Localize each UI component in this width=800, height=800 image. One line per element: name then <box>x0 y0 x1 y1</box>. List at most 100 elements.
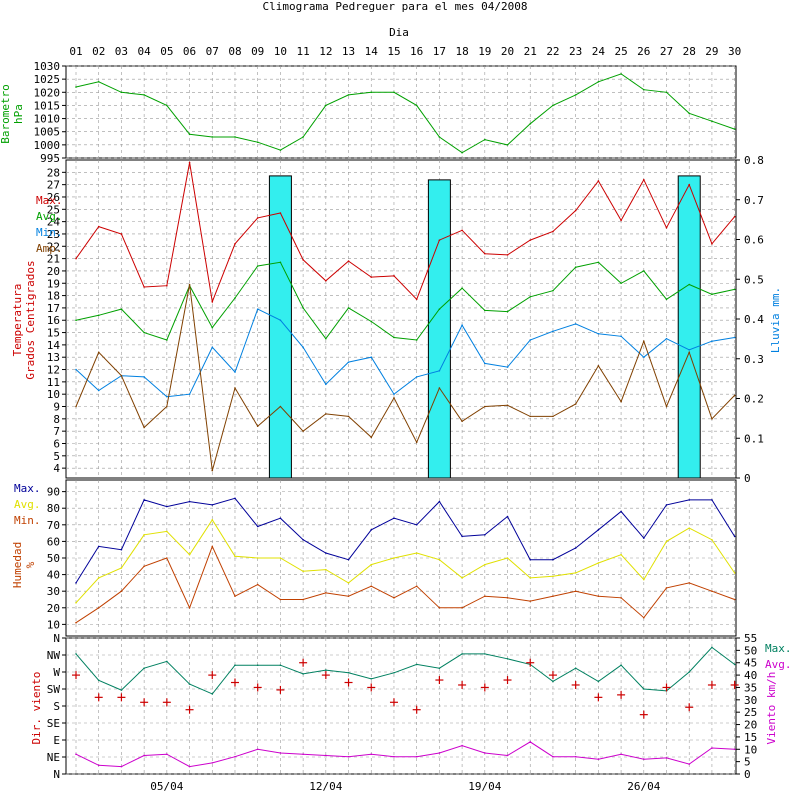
temp-legend-entry: Amp. <box>36 242 63 255</box>
barometer-line-point <box>484 138 486 141</box>
humidity-line-hum_min-point <box>552 595 554 597</box>
humidity-line-hum_max-point <box>552 558 554 561</box>
wind-direction-line-point <box>688 671 691 673</box>
barometer-line-point <box>438 136 441 138</box>
temp-line-max_temp-point <box>279 212 282 214</box>
temp-line-amp_temp-point <box>143 426 145 429</box>
temp-line-max_temp-point <box>256 217 259 219</box>
temp-line-min_temp-point <box>256 308 259 310</box>
temp-line-avg_temp-point <box>75 319 77 322</box>
temp-line-amp_temp-point <box>279 405 282 408</box>
humidity-line-hum_max-point <box>529 558 532 561</box>
y-tick-label: 7 <box>53 425 60 438</box>
panel-frame <box>65 65 737 159</box>
temp-line-amp_temp-point <box>711 418 713 420</box>
y-tick-label: 25 <box>47 203 60 216</box>
day-tick-label: 18 <box>455 45 468 58</box>
temp-line-min_temp-point <box>552 330 554 333</box>
temp-line-avg_temp-point <box>665 298 668 301</box>
barometer-line-point <box>234 136 236 138</box>
temp-line-min_temp-point <box>234 371 236 373</box>
y-tick-label: 10 <box>47 618 60 631</box>
humidity-line-hum_min-point <box>733 598 736 601</box>
temp-line-min_temp-point <box>393 393 395 395</box>
humidity-line-hum_min-point <box>461 606 463 609</box>
temperature-axis-label: Grados Centigrados <box>24 260 37 379</box>
wind-direction-line-point <box>325 669 327 671</box>
humidity-legend-entry: Avg. <box>14 498 41 511</box>
humidity-line-hum_min-point <box>665 587 668 589</box>
wind-direction-line-point <box>120 689 123 691</box>
temp-line-max_temp-point <box>325 279 327 282</box>
humidity-line-hum_avg-point <box>188 553 191 556</box>
y2-tick-label: 0.3 <box>744 353 764 366</box>
wind-direction-line-point <box>415 663 418 666</box>
wind-avg-line-point <box>574 755 577 758</box>
humidity-line-hum_avg-point <box>438 558 441 561</box>
day-tick-label: 03 <box>115 45 128 58</box>
humidity-line-hum_max-point <box>256 525 259 528</box>
temp-line-amp_temp-point <box>529 415 532 418</box>
y2-tick-label: 0.1 <box>744 432 764 445</box>
temp-line-avg_temp-point <box>393 336 395 339</box>
temp-line-avg_temp-point <box>325 337 327 340</box>
humidity-line-hum_max-point <box>234 497 236 500</box>
y-tick-label: 10 <box>47 388 60 401</box>
humidity-line-hum_avg-point <box>552 575 554 578</box>
humidity-line-hum_avg-point <box>347 582 350 584</box>
humidity-line-hum_avg-point <box>279 557 282 559</box>
wind-avg-line-point <box>166 753 168 756</box>
barometer-line-point <box>166 104 168 107</box>
y2-tick-label: 0 <box>744 472 751 485</box>
temp-line-amp_temp-point <box>120 374 123 377</box>
humidity-line-hum_avg-point <box>711 538 713 541</box>
panel-frame <box>65 159 737 479</box>
wind-direction-line-point <box>279 664 282 666</box>
temp-line-max_temp-point <box>415 298 418 301</box>
y2-tick-label: 20 <box>744 719 757 732</box>
temp-line-avg_temp-point <box>733 288 736 291</box>
day-tick-label: 24 <box>592 45 606 58</box>
temp-line-min_temp-point <box>506 366 509 368</box>
wind-direction-line-point <box>597 680 600 683</box>
humidity-line-hum_avg-point <box>302 570 304 573</box>
day-tick-label: 26 <box>637 45 650 58</box>
temp-line-amp_temp-point <box>461 420 463 423</box>
wind-avg-line-point <box>234 755 236 758</box>
day-tick-label: 22 <box>546 45 559 58</box>
temp-line-max_temp-point <box>688 183 691 186</box>
y2-tick-label: 0 <box>744 768 751 781</box>
temp-line-max_temp-point <box>97 225 100 228</box>
wind-avg-line-point <box>370 753 373 756</box>
barometer-line-point <box>75 86 77 88</box>
humidity-line-hum_min-point <box>166 557 168 559</box>
temp-line-min_temp-point <box>97 389 100 392</box>
humidity-legend-entry: Max. <box>14 482 41 495</box>
wind-speed-axis-label: Viento km/h <box>765 672 778 745</box>
y-tick-label: E <box>53 734 60 747</box>
y-tick-label: 12 <box>47 364 60 377</box>
temp-line-max_temp-point <box>552 230 554 233</box>
wind-avg-line-point <box>279 752 282 754</box>
wind-avg-line-point <box>552 755 554 758</box>
humidity-line-hum_min-point <box>393 597 395 599</box>
y-tick-label: NW <box>47 649 61 662</box>
y-tick-label: 20 <box>47 602 60 615</box>
wind-avg-line-point <box>529 741 532 743</box>
temp-line-min_temp-point <box>642 356 645 359</box>
temp-line-avg_temp-point <box>711 293 713 296</box>
wind-avg-line-point <box>256 748 259 751</box>
humidity-line-hum_avg-point <box>665 540 668 543</box>
barometer-line-point <box>143 94 145 96</box>
y-tick-label: 1030 <box>34 60 61 73</box>
wind-direction-line-point <box>211 693 214 695</box>
y2-tick-label: 0.8 <box>744 154 764 167</box>
temp-line-amp_temp-point <box>506 404 509 407</box>
wind-avg-line-point <box>438 752 441 754</box>
barometer-line-point <box>97 80 100 83</box>
wind-direction-line-point <box>393 671 395 674</box>
temp-line-avg_temp-point <box>620 282 622 285</box>
wind-direction-line-point <box>574 667 577 670</box>
day-tick-label: 15 <box>387 45 400 58</box>
wind-direction-line-point <box>620 664 622 666</box>
